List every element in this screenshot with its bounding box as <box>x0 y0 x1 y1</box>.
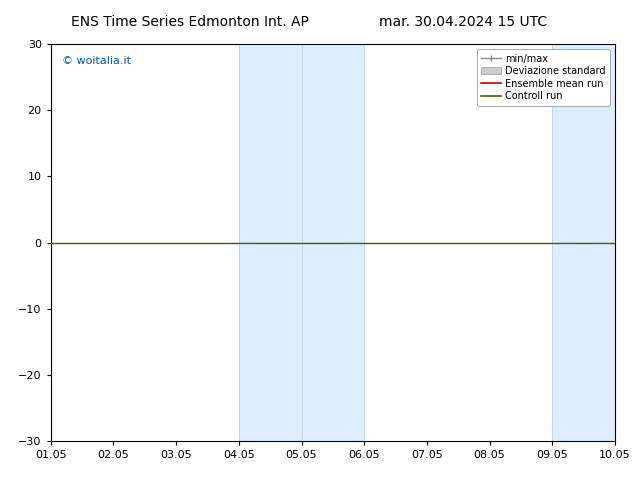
Text: mar. 30.04.2024 15 UTC: mar. 30.04.2024 15 UTC <box>378 15 547 29</box>
Legend: min/max, Deviazione standard, Ensemble mean run, Controll run: min/max, Deviazione standard, Ensemble m… <box>477 49 610 106</box>
Bar <box>552 44 615 441</box>
Text: ENS Time Series Edmonton Int. AP: ENS Time Series Edmonton Int. AP <box>71 15 309 29</box>
Text: © woitalia.it: © woitalia.it <box>62 56 131 66</box>
Bar <box>302 44 364 441</box>
Bar <box>239 44 302 441</box>
